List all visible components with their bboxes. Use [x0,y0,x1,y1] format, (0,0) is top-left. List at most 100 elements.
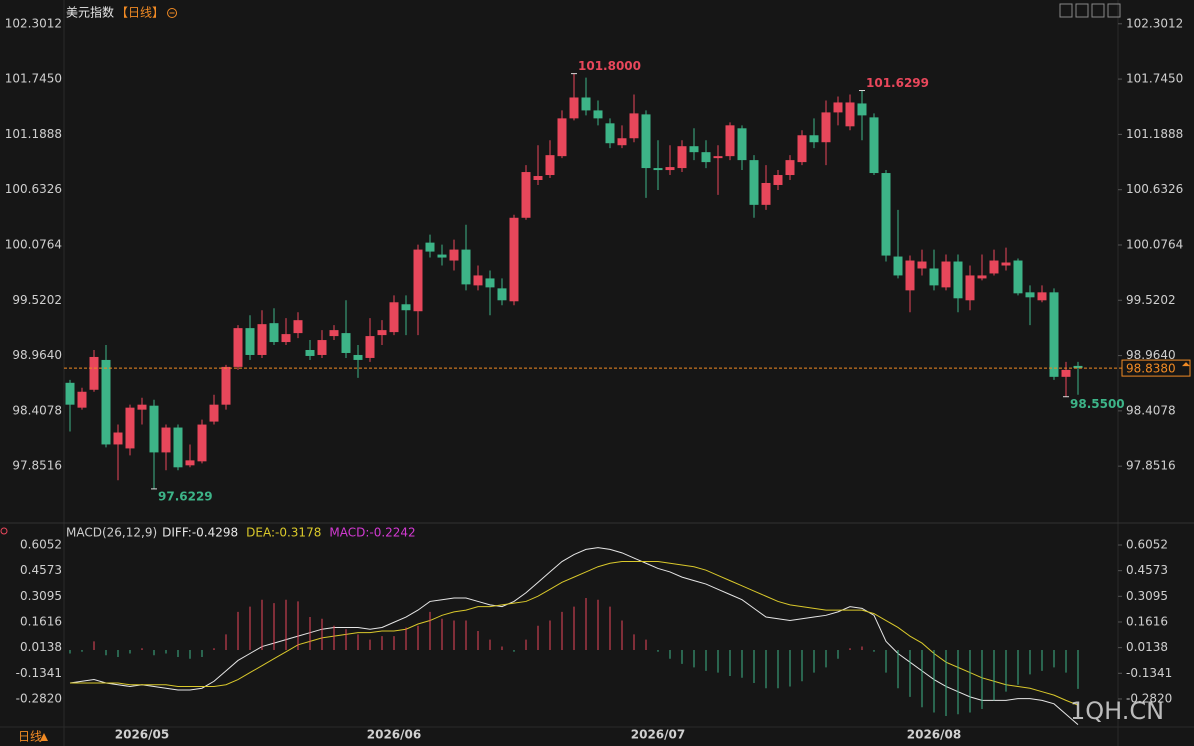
candle-body [905,260,915,291]
candle-body [1013,260,1023,294]
candle-body [569,97,579,119]
candle-body [1073,365,1083,369]
y-tick-label-right: 98.4078 [1126,403,1176,417]
y-tick-label-right: 101.7450 [1126,72,1183,86]
candle-body [377,330,387,336]
panel-icon[interactable] [0,527,8,535]
legend-entry: DIFF:-0.4298 [162,526,238,540]
candle-body [941,261,951,288]
candle-body [773,175,783,185]
y-tick-label-right: 0.1616 [1126,614,1168,628]
candle-body [869,117,879,174]
x-tick-label: 2026/06 [367,728,421,742]
candle-body [989,260,999,274]
candle-body [1001,262,1011,266]
candle-body [101,359,111,445]
tool-button[interactable] [1091,3,1105,18]
y-tick-label: 0.1616 [20,614,62,628]
x-tick-label: 2026/07 [631,728,685,742]
tool-button[interactable] [1075,3,1089,18]
candle-body [389,302,399,333]
x-tick-label: 2026/05 [115,728,169,742]
candle-body [89,356,99,390]
extreme-label: 101.8000 [578,59,641,73]
candle-body [689,146,699,153]
candle-body [461,249,471,285]
period-label: 【日线】 [116,6,164,20]
candle-body [929,268,939,286]
candle-body [713,156,723,159]
extreme-label: 98.5500 [1070,397,1125,411]
y-tick-label: -0.2820 [16,691,62,705]
candle-body [1025,292,1035,298]
macd-line [70,561,1079,706]
candle-body [653,168,663,171]
y-tick-label-right: -0.1341 [1126,666,1172,680]
candle-body [1037,292,1047,301]
x-tick-label: 2026/08 [907,728,961,742]
candle-body [509,217,519,302]
y-tick-label: 97.8516 [12,459,62,473]
tool-button[interactable] [1107,3,1121,18]
chart-title: 美元指数 [66,5,114,20]
candle-body [677,146,687,169]
candle-body [233,328,243,367]
candle-body [761,182,771,205]
candle-body [341,333,351,353]
candle-body [617,138,627,146]
candle-body [809,135,819,143]
candle-body [833,102,843,113]
collapse-icon[interactable] [167,8,178,18]
period-button[interactable]: 日线 [18,730,42,744]
candle-body [173,427,183,468]
y-tick-label: -0.1341 [16,666,62,680]
y-tick-label-right: 102.3012 [1126,16,1183,30]
legend-entry: DEA:-0.3178 [246,526,321,540]
y-tick-label: 98.9640 [12,348,62,362]
macd-title: MACD(26,12,9) [66,526,157,540]
candle-body [113,432,123,445]
candle-body [185,460,195,466]
candle-body [305,350,315,356]
last-price-box [1121,359,1191,377]
y-tick-label: 100.0764 [5,237,62,251]
candle-body [857,103,867,116]
y-tick-label-right: 100.0764 [1126,237,1183,251]
collapse-icon-circle[interactable] [167,8,178,18]
candle-body [281,334,291,343]
candle-body [581,97,591,111]
candle-body [629,113,639,139]
candle-body [149,405,159,453]
y-tick-label: 99.5202 [12,293,62,307]
y-tick-label: 0.3095 [20,589,62,603]
candle-body [521,172,531,218]
candle-body [161,427,171,453]
candle-body [77,391,87,408]
y-tick-label-right: -0.2820 [1126,691,1172,705]
y-tick-label-right: 0.4573 [1126,563,1168,577]
candle-body [845,102,855,127]
candle-body [65,382,75,405]
candle-body [749,160,759,205]
candle-body [293,320,303,334]
candle-body [737,128,747,161]
tool-button[interactable] [1059,3,1073,18]
candle-body [413,249,423,312]
candle-body [449,249,459,261]
candle-body [1061,369,1071,377]
candle-body [533,176,543,180]
candle-body [665,167,675,171]
y-tick-label: 101.1888 [5,127,62,141]
y-tick-label-right: 0.3095 [1126,589,1168,603]
candle-body [725,125,735,157]
candle-body [593,110,603,119]
y-tick-label-right: 0.0138 [1126,640,1168,654]
candle-body [257,324,267,355]
candle-body [269,323,279,343]
candle-body [437,254,447,258]
y-tick-label: 101.7450 [5,72,62,86]
period-button-arrow[interactable] [40,733,48,741]
candle-body [221,366,231,405]
